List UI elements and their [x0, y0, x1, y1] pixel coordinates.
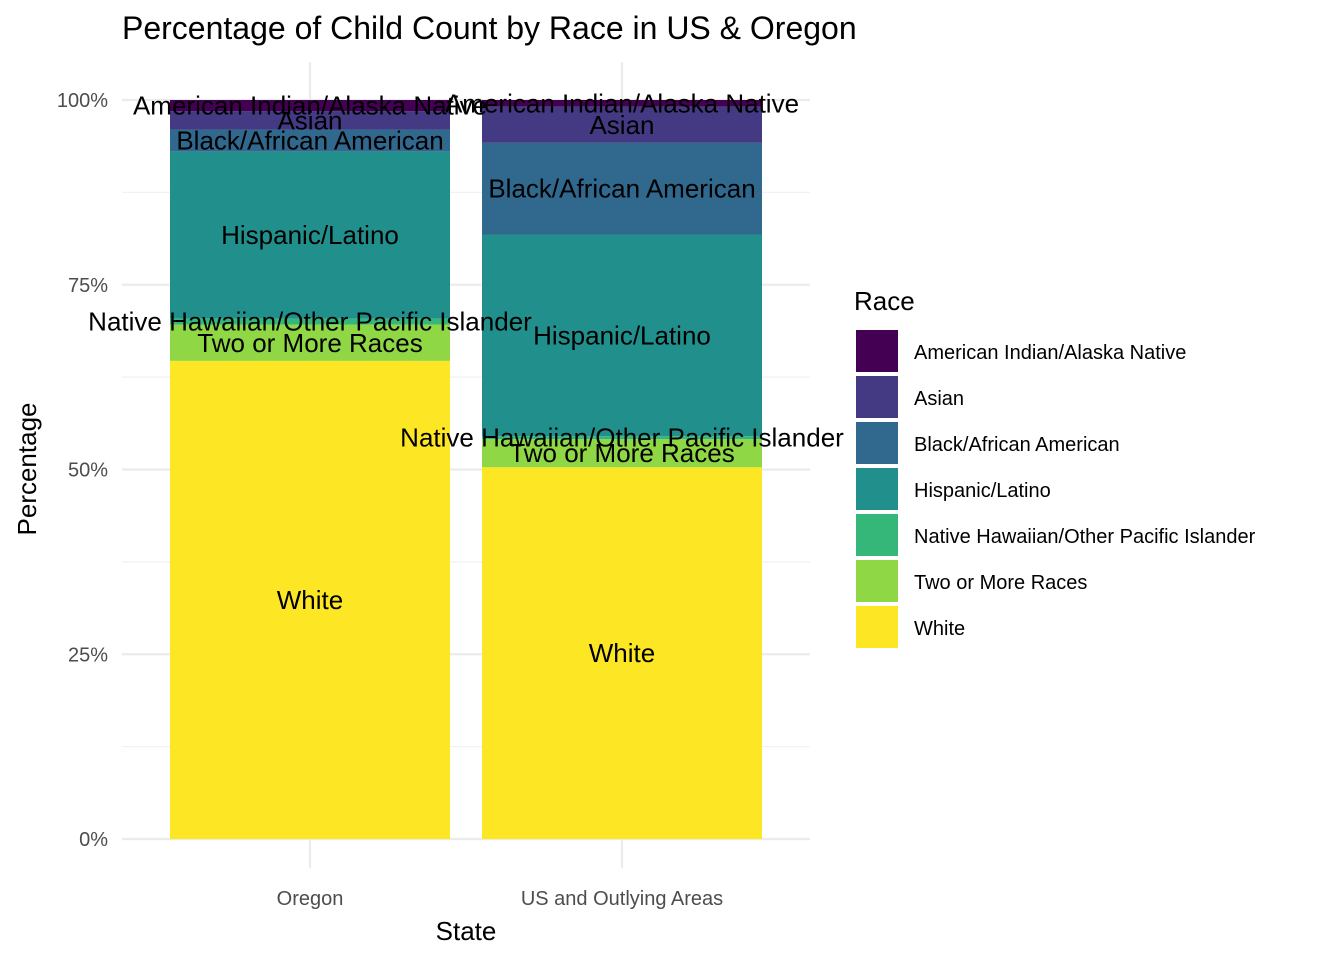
legend-label: Asian [914, 388, 964, 410]
bar-segment-hispanic-latino [482, 234, 762, 437]
x-axis-ticks: Oregon US and Outlying Areas [277, 888, 724, 910]
legend-key-native-hawaiian-other-pacific-islander [856, 514, 898, 556]
y-tick-label: 75% [68, 275, 108, 297]
y-tick-label: 100% [57, 90, 108, 112]
segment-label: Hispanic/Latino [221, 220, 399, 250]
y-tick-label: 0% [79, 829, 108, 851]
legend-label: Two or More Races [914, 572, 1087, 594]
bar-segment-native-hawaiian-other-pacific-islander [482, 436, 762, 440]
legend-label: Native Hawaiian/Other Pacific Islander [914, 526, 1256, 548]
legend-label: Black/African American [914, 434, 1120, 456]
bar-segment-black-african-american [482, 142, 762, 235]
bar-segment-white [482, 467, 762, 839]
bar-segment-two-or-more-races [482, 439, 762, 468]
legend-key-asian [856, 376, 898, 418]
bar-segment-native-hawaiian-other-pacific-islander [170, 318, 450, 325]
legend-label: Hispanic/Latino [914, 480, 1051, 502]
bar-segments [170, 100, 762, 839]
segment-label: American Indian/Alaska Native [445, 88, 799, 118]
legend-key-two-or-more-races [856, 560, 898, 602]
segment-label: White [277, 585, 343, 615]
segment-label: Asian [589, 110, 654, 140]
segment-label: Asian [277, 105, 342, 135]
y-tick-label: 25% [68, 644, 108, 666]
bar-segment-asian [170, 111, 450, 130]
segment-label: Two or More Races [509, 438, 734, 468]
y-axis-title: Percentage [12, 403, 42, 536]
segment-label: Black/African American [488, 174, 755, 204]
bar-segment-hispanic-latino [170, 151, 450, 319]
segment-label: Native Hawaiian/Other Pacific Islander [400, 423, 844, 453]
y-tick-label: 50% [68, 460, 108, 482]
segment-label: Hispanic/Latino [533, 320, 711, 350]
legend: Race American Indian/Alaska Native Asian B… [854, 286, 1256, 648]
bar-segment-two-or-more-races [170, 324, 450, 361]
legend-key-black-african-american [856, 422, 898, 464]
legend-key-hispanic-latino [856, 468, 898, 510]
bar-segment-asian [482, 106, 762, 143]
legend-key-white [856, 606, 898, 648]
legend-key-american-indian-alaska-native [856, 330, 898, 372]
legend-label: American Indian/Alaska Native [914, 342, 1186, 364]
y-axis-ticks: 0% 25% 50% 75% 100% [57, 90, 108, 851]
legend-label: White [914, 618, 965, 640]
x-tick-label: US and Outlying Areas [521, 888, 723, 910]
x-tick-label: Oregon [277, 888, 344, 910]
bar-segment-black-african-american [170, 129, 450, 152]
x-axis-title: State [436, 916, 497, 946]
legend-title: Race [854, 286, 915, 316]
chart-title: Percentage of Child Count by Race in US … [122, 10, 857, 46]
segment-label: White [589, 638, 655, 668]
bar-segment-white [170, 360, 450, 839]
segment-label: American Indian/Alaska Native [133, 91, 487, 121]
bar-segment-american-indian-alaska-native [170, 100, 450, 112]
bar-segment-american-indian-alaska-native [482, 100, 762, 107]
segment-label: Two or More Races [197, 328, 422, 358]
segment-label: Black/African American [176, 126, 443, 156]
segment-label: Native Hawaiian/Other Pacific Islander [88, 307, 532, 337]
